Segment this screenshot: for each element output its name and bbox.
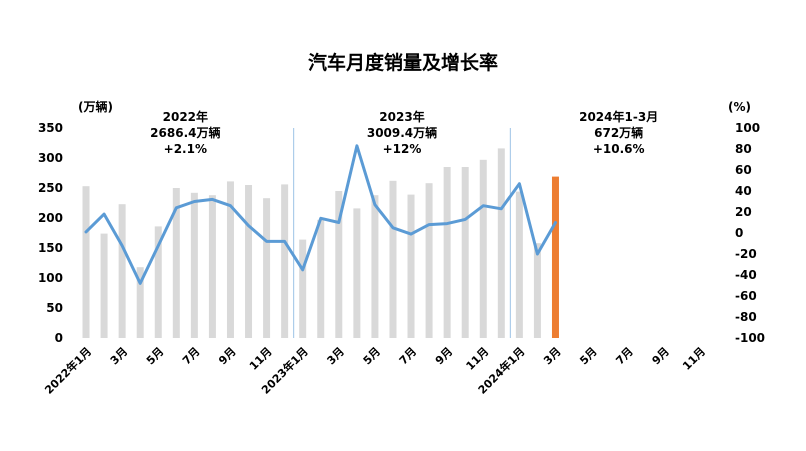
y2-tick-label: 100 — [735, 121, 760, 135]
sales-bar — [317, 219, 325, 338]
sales-bar — [371, 195, 379, 338]
sales-bar — [299, 239, 307, 338]
x-tick-label: 9月 — [433, 345, 455, 367]
annotation-line: 2024年1-3月 — [579, 109, 658, 124]
y-ticks-left: 0 50 100 150 200 250 300 350 — [38, 121, 63, 345]
sales-bar — [407, 194, 415, 338]
y-tick-label: 300 — [38, 151, 63, 165]
bars — [82, 148, 559, 338]
sales-bar — [208, 195, 216, 338]
sales-bar — [82, 186, 90, 338]
annotation-line: +12% — [383, 142, 422, 156]
x-tick-label: 3月 — [541, 345, 563, 367]
x-tick-label: 7月 — [613, 345, 635, 367]
annotation-line: 3009.4万辆 — [367, 125, 437, 140]
growth-line-layer — [84, 144, 557, 285]
y2-tick-label: 20 — [735, 205, 752, 219]
y-tick-label: 50 — [46, 301, 63, 315]
y-axis-label: (万辆) — [78, 99, 113, 114]
y2-axis-label: (%) — [728, 100, 751, 114]
sales-bar — [533, 243, 541, 338]
x-tick-label: 7月 — [180, 345, 202, 367]
y-tick-label: 100 — [38, 271, 63, 285]
x-tick-label: 9月 — [216, 345, 238, 367]
x-tick-label: 5月 — [144, 345, 166, 367]
y2-tick-label: -20 — [735, 247, 757, 261]
x-tick-label: 11月 — [680, 345, 708, 373]
sales-bar — [100, 233, 108, 338]
x-tick-label: 9月 — [650, 345, 672, 367]
sales-bar — [263, 198, 271, 338]
y2-tick-label: 80 — [735, 142, 752, 156]
y-tick-label: 350 — [38, 121, 63, 135]
y-tick-label: 200 — [38, 211, 63, 225]
x-tick-label: 2022年1月 — [42, 344, 95, 397]
sales-bar — [497, 148, 505, 338]
x-tick-label: 5月 — [361, 345, 383, 367]
y2-tick-label: -40 — [735, 268, 757, 282]
x-tick-label: 5月 — [577, 345, 599, 367]
annotation-line: 2023年 — [379, 109, 424, 124]
y-tick-label: 0 — [55, 331, 63, 345]
y2-tick-label: -80 — [735, 310, 757, 324]
sales-bar — [190, 192, 198, 338]
sales-bar — [281, 184, 289, 338]
sales-bar — [461, 167, 469, 338]
x-tick-label: 11月 — [464, 345, 492, 373]
x-tick-label: 7月 — [397, 345, 419, 367]
annotation-line: 672万辆 — [594, 125, 643, 140]
y-tick-label: 150 — [38, 241, 63, 255]
sales-bar — [353, 208, 361, 338]
sales-bar — [389, 180, 397, 338]
y2-tick-label: -100 — [735, 331, 765, 345]
sales-bar — [118, 204, 126, 338]
sales-bar — [154, 226, 162, 338]
annotation-line: +2.1% — [164, 142, 207, 156]
annotation-line: +10.6% — [593, 142, 645, 156]
x-tick-label: 3月 — [108, 345, 130, 367]
annotation-line: 2686.4万辆 — [150, 125, 220, 140]
sales-bar — [335, 191, 343, 338]
dividers — [293, 128, 511, 338]
sales-bar — [226, 181, 234, 338]
sales-bar — [479, 159, 487, 338]
y-ticks-right: 100 80 60 40 20 0 -20 -40 -60 -80 -100 — [735, 121, 765, 345]
sales-bar — [245, 185, 253, 338]
sales-bar — [425, 183, 433, 338]
annotation-line: 2022年 — [163, 109, 208, 124]
growth-rate-line — [84, 144, 557, 285]
sales-bar — [172, 188, 180, 338]
sales-bar — [515, 191, 523, 338]
highlight-bar — [551, 176, 559, 338]
y2-tick-label: -60 — [735, 289, 757, 303]
y-tick-label: 250 — [38, 181, 63, 195]
x-tick-label: 11月 — [247, 345, 275, 373]
x-tick-label: 3月 — [325, 345, 347, 367]
y2-tick-label: 40 — [735, 184, 752, 198]
y2-tick-label: 0 — [735, 226, 743, 240]
sales-bar — [136, 267, 144, 338]
sales-bar — [443, 167, 451, 338]
chart-title: 汽车月度销量及增长率 — [308, 51, 498, 74]
y2-tick-label: 60 — [735, 163, 752, 177]
